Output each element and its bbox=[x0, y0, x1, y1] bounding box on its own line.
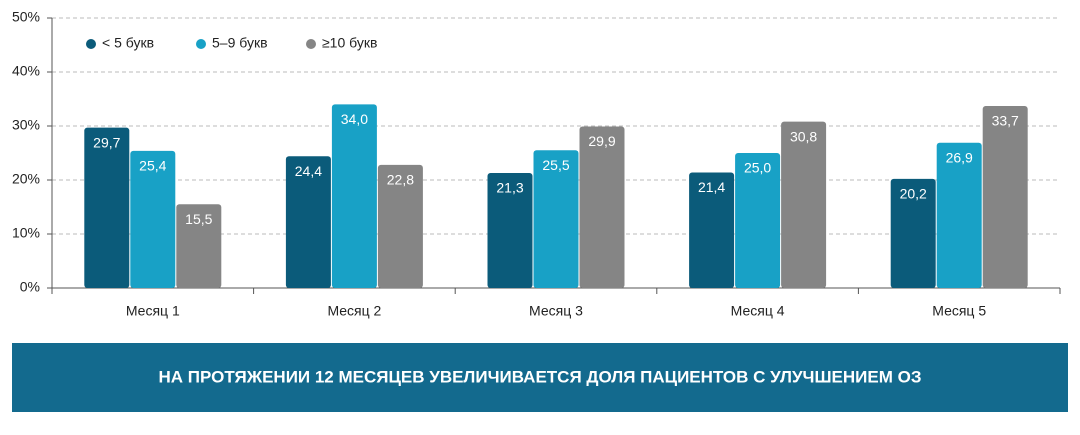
data-label: 29,7 bbox=[93, 134, 120, 150]
legend-marker bbox=[196, 39, 206, 49]
data-label: 33,7 bbox=[992, 113, 1019, 129]
bar bbox=[781, 121, 827, 289]
y-tick-label: 50% bbox=[12, 9, 40, 25]
x-tick-label: Месяц 1 bbox=[126, 303, 180, 319]
x-tick-label: Месяц 4 bbox=[731, 303, 785, 319]
bar bbox=[84, 127, 130, 289]
bar bbox=[982, 106, 1028, 289]
bar bbox=[689, 172, 735, 288]
legend-label: 5–9 букв bbox=[212, 35, 268, 51]
bar bbox=[735, 153, 781, 288]
y-tick-label: 40% bbox=[12, 63, 40, 79]
legend-marker bbox=[86, 39, 96, 49]
banner-text: НА ПРОТЯЖЕНИИ 12 МЕСЯЦЕВ УВЕЛИЧИВАЕТСЯ Д… bbox=[159, 367, 922, 386]
bar bbox=[936, 142, 982, 288]
data-label: 34,0 bbox=[341, 111, 368, 127]
data-label: 30,8 bbox=[790, 128, 817, 144]
bar bbox=[377, 164, 423, 288]
bar bbox=[487, 172, 533, 288]
x-tick-label: Месяц 5 bbox=[932, 303, 986, 319]
data-label: 21,4 bbox=[698, 179, 725, 195]
data-label: 25,0 bbox=[744, 160, 771, 176]
data-label: 22,8 bbox=[387, 172, 414, 188]
legend-label: ≥10 букв bbox=[322, 35, 377, 51]
banner bbox=[12, 343, 1068, 412]
y-tick-label: 30% bbox=[12, 117, 40, 133]
bar bbox=[890, 178, 936, 288]
y-tick-label: 10% bbox=[12, 225, 40, 241]
data-label: 29,9 bbox=[588, 133, 615, 149]
data-label: 20,2 bbox=[900, 186, 927, 202]
data-label: 21,3 bbox=[496, 180, 523, 196]
bar bbox=[130, 150, 176, 288]
data-label: 25,4 bbox=[139, 158, 166, 174]
bar bbox=[285, 156, 331, 288]
data-label: 25,5 bbox=[542, 157, 569, 173]
data-label: 15,5 bbox=[185, 211, 212, 227]
data-label: 24,4 bbox=[295, 163, 322, 179]
bar bbox=[533, 150, 579, 288]
y-tick-label: 20% bbox=[12, 171, 40, 187]
legend-marker bbox=[306, 39, 316, 49]
data-label: 26,9 bbox=[946, 149, 973, 165]
bar bbox=[579, 126, 625, 288]
x-tick-label: Месяц 2 bbox=[327, 303, 381, 319]
y-tick-label: 0% bbox=[20, 279, 40, 295]
bar bbox=[176, 204, 222, 288]
x-tick-label: Месяц 3 bbox=[529, 303, 583, 319]
bar bbox=[331, 104, 377, 289]
legend-label: < 5 букв bbox=[102, 35, 154, 51]
